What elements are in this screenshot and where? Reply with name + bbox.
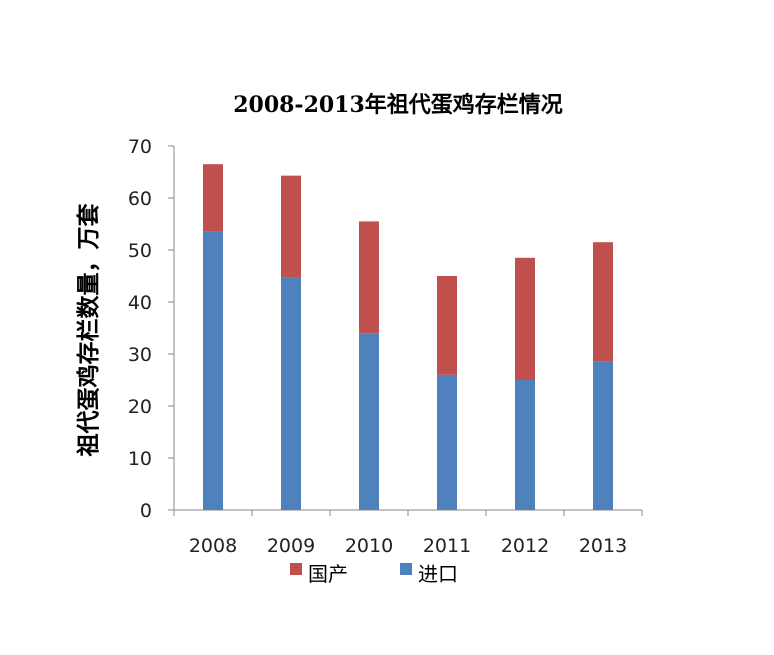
bar-2009-进口 xyxy=(281,277,301,510)
y-axis-label: 祖代蛋鸡存栏数量，万套 xyxy=(75,204,102,457)
x-ticks: 2008 2009 2010 2011 2012 2013 xyxy=(173,510,643,557)
x-tick-label: 2013 xyxy=(579,535,627,557)
y-tick-label: 70 xyxy=(128,136,152,158)
legend-label-国产: 国产 xyxy=(308,562,348,586)
bar-2008-进口 xyxy=(203,231,223,511)
bar-2013-国产 xyxy=(593,242,613,362)
y-tick-label: 20 xyxy=(128,396,152,418)
bar-2008-国产 xyxy=(203,164,223,232)
bar-2011-进口 xyxy=(437,374,457,510)
y-tick-label: 0 xyxy=(140,500,152,522)
bars xyxy=(203,164,613,511)
x-tick-label: 2010 xyxy=(345,535,393,557)
bar-2013-进口 xyxy=(593,361,613,510)
x-tick-label: 2009 xyxy=(267,535,315,557)
y-tick-label: 50 xyxy=(128,240,152,262)
chart-title: 2008-2013年祖代蛋鸡存栏情况 xyxy=(233,92,563,118)
y-tick-label: 30 xyxy=(128,344,152,366)
legend-swatch-进口 xyxy=(400,563,412,575)
bar-2010-国产 xyxy=(359,221,379,334)
y-tick-label: 10 xyxy=(128,448,152,470)
x-tick-label: 2012 xyxy=(501,535,549,557)
y-ticks: 0 10 20 30 40 50 60 70 xyxy=(128,136,174,522)
bar-2012-国产 xyxy=(515,257,535,380)
legend-label-进口: 进口 xyxy=(418,562,458,586)
bar-2010-进口 xyxy=(359,333,379,510)
legend-swatch-国产 xyxy=(290,563,302,575)
bar-2011-国产 xyxy=(437,276,457,375)
bar-2009-国产 xyxy=(281,175,301,278)
y-tick-label: 60 xyxy=(128,188,152,210)
x-tick-label: 2008 xyxy=(189,535,237,557)
legend: 国产 进口 xyxy=(290,562,458,586)
x-tick-label: 2011 xyxy=(423,535,471,557)
y-tick-label: 40 xyxy=(128,292,152,314)
bar-2012-进口 xyxy=(515,380,535,510)
